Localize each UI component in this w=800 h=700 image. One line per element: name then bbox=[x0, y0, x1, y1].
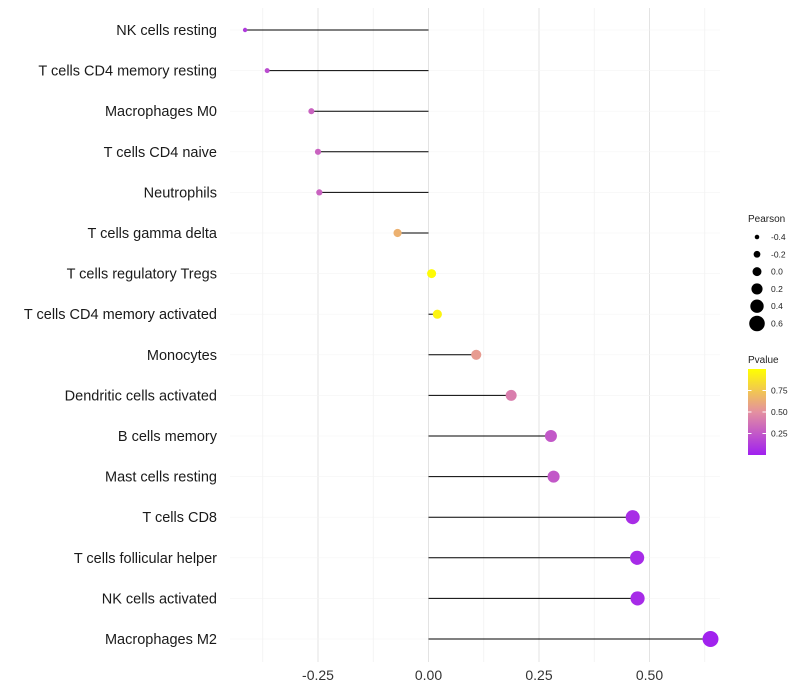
lollipop-dot bbox=[544, 430, 557, 442]
size-legend-keys: -0.4 -0.2 0.0 0.2 0.4 0.6 bbox=[749, 232, 786, 332]
category-label: T cells CD4 memory activated bbox=[24, 307, 217, 323]
color-legend-keys: 0.75 0.50 0.25 bbox=[748, 386, 788, 439]
category-label: Dendritic cells activated bbox=[65, 388, 217, 404]
category-label: Macrophages M0 bbox=[105, 104, 217, 120]
size-legend-dot bbox=[754, 234, 760, 240]
lollipop-dots bbox=[242, 27, 719, 647]
category-label: T cells CD8 bbox=[142, 510, 217, 526]
size-legend-dot bbox=[752, 267, 762, 277]
x-tick-label: 0.00 bbox=[415, 667, 442, 683]
category-label: T cells follicular helper bbox=[74, 551, 217, 567]
legend: Pearson -0.4 -0.2 0.0 0.2 0.4 0.6 Pvalue 0.75… bbox=[748, 214, 788, 455]
x-axis-ticks: -0.25 0.00 0.25 0.50 bbox=[302, 667, 663, 683]
size-legend-dot bbox=[751, 283, 763, 295]
lollipop-dot bbox=[316, 189, 323, 196]
lollipop-dot bbox=[630, 591, 645, 606]
lollipop-dot bbox=[505, 389, 517, 401]
size-legend-dot bbox=[753, 250, 761, 258]
category-label: T cells CD4 memory resting bbox=[38, 64, 217, 80]
lollipop-sticks bbox=[245, 29, 711, 640]
category-label: T cells gamma delta bbox=[88, 226, 218, 242]
color-legend-label: 0.25 bbox=[771, 429, 788, 439]
color-legend-label: 0.50 bbox=[771, 407, 788, 417]
category-label: Neutrophils bbox=[144, 185, 217, 201]
category-label: Mast cells resting bbox=[105, 470, 217, 486]
pvalue-colorbar bbox=[748, 369, 766, 455]
lollipop-dot bbox=[314, 148, 322, 155]
size-legend-label: -0.4 bbox=[771, 232, 786, 242]
size-legend-label: 0.6 bbox=[771, 319, 783, 329]
lollipop-dot bbox=[242, 27, 248, 33]
size-legend-title: Pearson bbox=[748, 214, 785, 225]
lollipop-dot bbox=[393, 228, 402, 238]
x-tick-label: 0.50 bbox=[636, 667, 663, 683]
size-legend-label: 0.4 bbox=[771, 301, 783, 311]
size-legend-dot bbox=[749, 315, 765, 332]
category-labels: NK cells resting T cells CD4 memory resti… bbox=[24, 23, 218, 648]
category-label: T cells CD4 naive bbox=[104, 145, 217, 161]
size-legend-dot bbox=[750, 299, 764, 313]
category-label: NK cells resting bbox=[116, 23, 217, 39]
lollipop-dot bbox=[427, 269, 437, 279]
color-legend-label: 0.75 bbox=[771, 386, 788, 396]
lollipop-dot bbox=[547, 470, 560, 483]
color-legend-title: Pvalue bbox=[748, 355, 779, 366]
category-label: NK cells activated bbox=[102, 591, 217, 607]
lollipop-dot bbox=[630, 550, 645, 565]
x-tick-label: -0.25 bbox=[302, 667, 334, 683]
lollipop-dot bbox=[308, 108, 315, 115]
category-label: Macrophages M2 bbox=[105, 632, 217, 648]
lollipop-dot bbox=[264, 68, 270, 74]
x-tick-label: 0.25 bbox=[525, 667, 552, 683]
category-label: B cells memory bbox=[118, 429, 218, 445]
category-label: T cells regulatory Tregs bbox=[67, 267, 217, 283]
lollipop-dot bbox=[625, 510, 640, 525]
category-label: Monocytes bbox=[147, 348, 217, 364]
size-legend-label: -0.2 bbox=[771, 249, 786, 259]
size-legend-label: 0.2 bbox=[771, 284, 783, 294]
lollipop-dot bbox=[702, 631, 719, 647]
lollipop-dot bbox=[432, 309, 442, 319]
grid-lines bbox=[230, 8, 720, 662]
size-legend-label: 0.0 bbox=[771, 267, 783, 277]
lollipop-dot bbox=[471, 349, 482, 360]
